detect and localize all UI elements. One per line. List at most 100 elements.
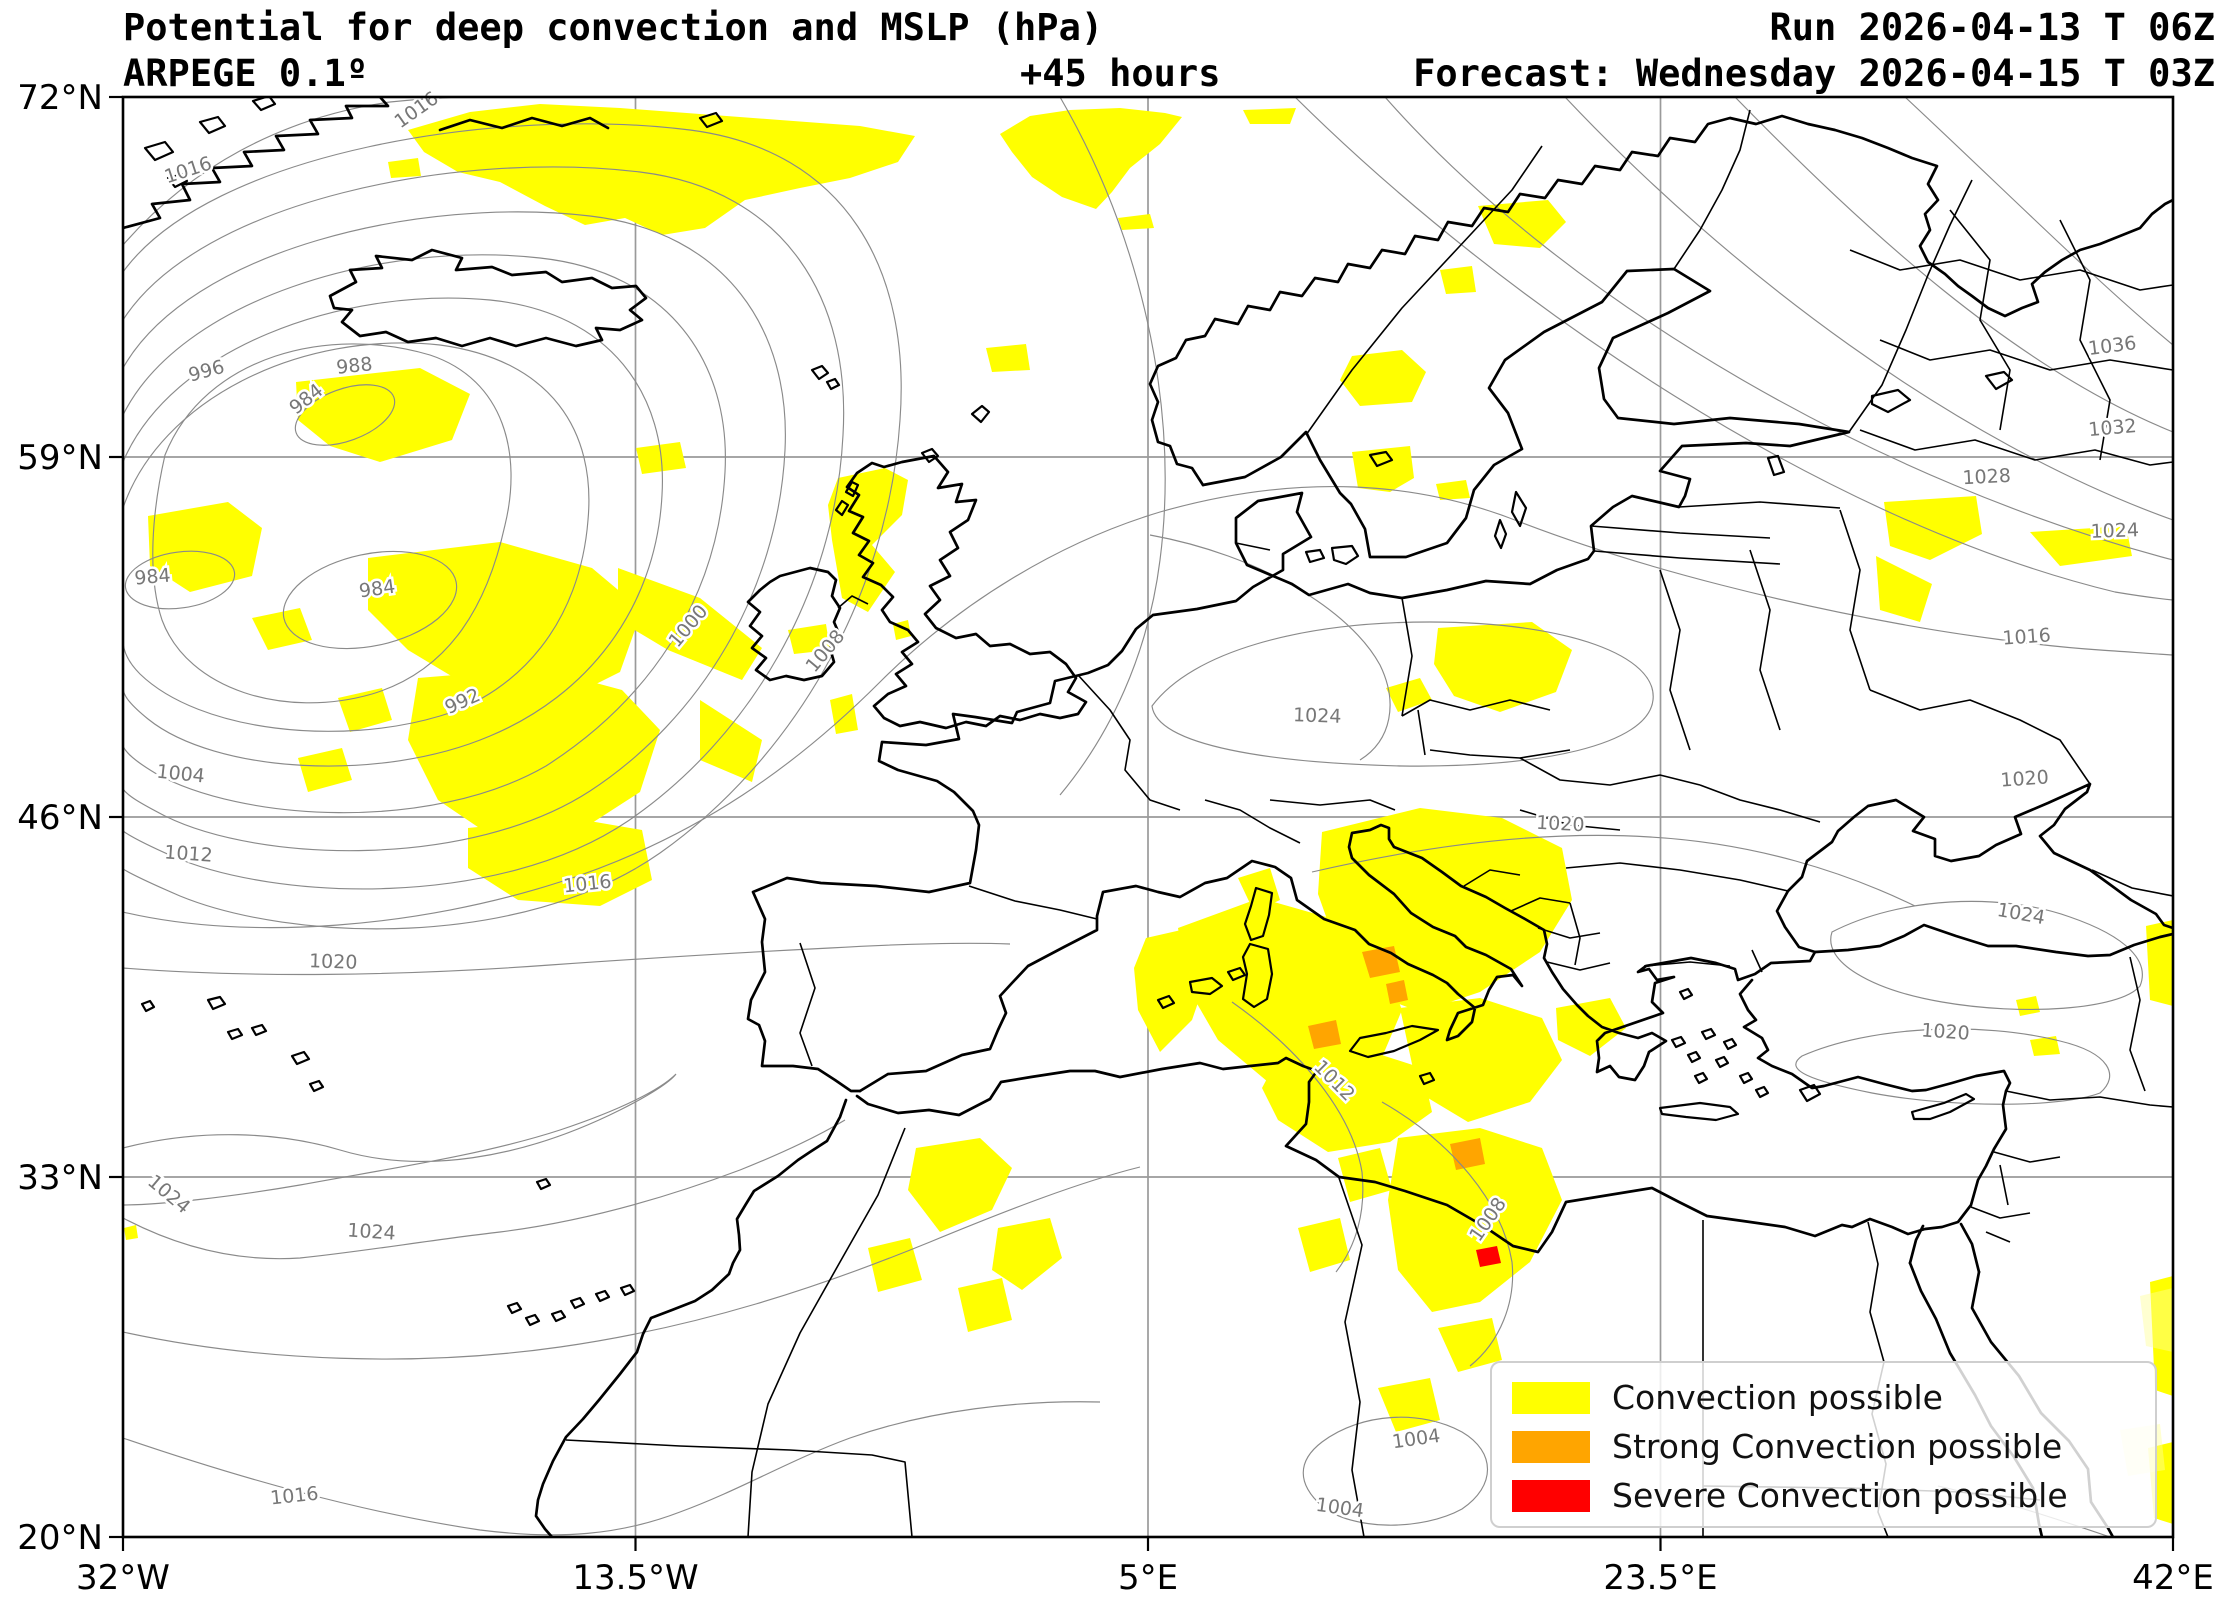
convection-region: [1298, 1218, 1350, 1272]
convection-region: [1400, 998, 1562, 1122]
convection-region: [252, 608, 312, 650]
convection-region: [1352, 446, 1414, 492]
convection-region: [1308, 1020, 1341, 1049]
convection-region: [408, 668, 660, 842]
convection-region: [1386, 980, 1408, 1004]
legend-label: Strong Convection possible: [1612, 1427, 2063, 1466]
convection-region: [788, 624, 830, 654]
convection-region: [1386, 678, 1432, 712]
x-tick-label: 5°E: [1118, 1558, 1178, 1598]
convection-region: [388, 158, 421, 178]
legend-item-convection-possible: Convection possible: [1512, 1373, 2155, 1422]
convection-region: [1876, 556, 1932, 622]
convection-region: [1438, 1318, 1502, 1372]
convection-region: [986, 344, 1030, 372]
run-datetime: Run 2026-04-13 T 06Z: [1769, 6, 2215, 49]
convection-severe: [1476, 1246, 1501, 1267]
y-tick-label: 46°N: [17, 798, 103, 838]
convection-region: [298, 748, 352, 792]
isobar-label: 1024: [347, 1219, 397, 1244]
isobar-label: 984: [133, 564, 171, 589]
convection-region: [1440, 266, 1476, 294]
convection-region: [1436, 480, 1470, 500]
legend: Convection possible Strong Convection pos…: [1490, 1361, 2157, 1528]
isobar-label: 1004: [155, 761, 205, 788]
isobar-label: 1016: [269, 1483, 319, 1510]
y-tick-label: 72°N: [17, 78, 103, 118]
isobar-label: 1024: [1995, 899, 2046, 929]
convection-region: [1378, 1378, 1440, 1432]
isobar-label: 996: [186, 356, 227, 387]
convection-region: [700, 700, 762, 782]
legend-item-strong-convection-possible: Strong Convection possible: [1512, 1422, 2155, 1471]
y-tick-label: 33°N: [17, 1158, 103, 1198]
convection-region: [296, 368, 470, 462]
convection-region: [1434, 622, 1572, 712]
convection-region: [1243, 108, 1296, 124]
convection-region: [1340, 350, 1426, 406]
isobar-label: 1024: [2090, 519, 2139, 543]
isobar-label: 1020: [309, 950, 358, 974]
convection-region: [468, 818, 652, 906]
convection-region: [1000, 108, 1182, 209]
isobar-label: 1020: [1921, 1019, 1971, 1044]
isobar-label: 1020: [2000, 766, 2050, 791]
model-name: ARPEGE 0.1º: [123, 52, 369, 95]
convection-region: [2146, 920, 2173, 1006]
convection-region: [1178, 898, 1402, 1092]
isobar-label: 988: [335, 353, 373, 379]
forecast-datetime: Forecast: Wednesday 2026-04-15 T 03Z: [1413, 52, 2215, 95]
page-title: Potential for deep convection and MSLP (…: [123, 6, 1104, 49]
convection-region: [868, 1238, 922, 1292]
convection-region: [618, 568, 762, 680]
convection-region: [1884, 496, 1982, 560]
isobar-label: 1012: [164, 841, 214, 866]
x-tick-label: 42°E: [2132, 1558, 2214, 1598]
x-tick-label: 23.5°E: [1603, 1558, 1717, 1598]
isobar-label: 1036: [2087, 332, 2138, 360]
lead-time: +45 hours: [1020, 52, 1221, 95]
convection-region: [2030, 526, 2132, 566]
x-tick-label: 32°W: [76, 1558, 170, 1598]
convection-region: [908, 1138, 1012, 1232]
convection-region: [338, 688, 392, 732]
coastlines: [123, 97, 2173, 1537]
legend-item-severe-convection-possible: Severe Convection possible: [1512, 1471, 2155, 1520]
convection-region: [1134, 928, 1210, 1052]
legend-swatch: [1512, 1479, 1590, 1512]
isobar-contours: [123, 97, 2173, 1537]
isobar-label: 1016: [2002, 624, 2052, 649]
axis-ticks: 32°W 13.5°W 5°E 23.5°E 42°E 72°N 59°N 46°N 33°N 2…: [17, 78, 2214, 1598]
graticule: [122, 96, 2174, 1538]
country-borders: [565, 109, 2173, 1537]
isobar-label: 1024: [1293, 704, 1342, 728]
convection-region: [1118, 214, 1154, 230]
y-tick-label: 20°N: [17, 1518, 103, 1558]
convection-region: [1476, 1246, 1501, 1267]
convection-region: [408, 104, 915, 235]
convection-region: [992, 1218, 1062, 1290]
isobar-label: 1020: [1536, 812, 1585, 837]
convection-region: [1478, 200, 1566, 248]
convection-region: [368, 542, 642, 702]
isobar-label: 984: [358, 576, 397, 603]
convection-region: [1288, 928, 1330, 970]
convection-region: [124, 1225, 138, 1240]
convection-region: [2016, 996, 2040, 1016]
legend-swatch: [1512, 1430, 1590, 1463]
convection-region: [2030, 1036, 2060, 1056]
legend-label: Convection possible: [1612, 1378, 1943, 1417]
isobar-label: 1032: [2087, 415, 2137, 441]
convection-region: [2140, 1288, 2173, 1352]
convection-region: [830, 694, 858, 734]
convection-region: [1338, 1148, 1392, 1202]
isobar-label: 1028: [1962, 465, 2011, 490]
legend-label: Severe Convection possible: [1612, 1476, 2068, 1515]
y-tick-label: 59°N: [17, 438, 103, 478]
convection-region: [1556, 998, 1626, 1056]
legend-swatch: [1512, 1381, 1590, 1414]
convection-region: [958, 1278, 1012, 1332]
x-tick-label: 13.5°W: [572, 1558, 698, 1598]
